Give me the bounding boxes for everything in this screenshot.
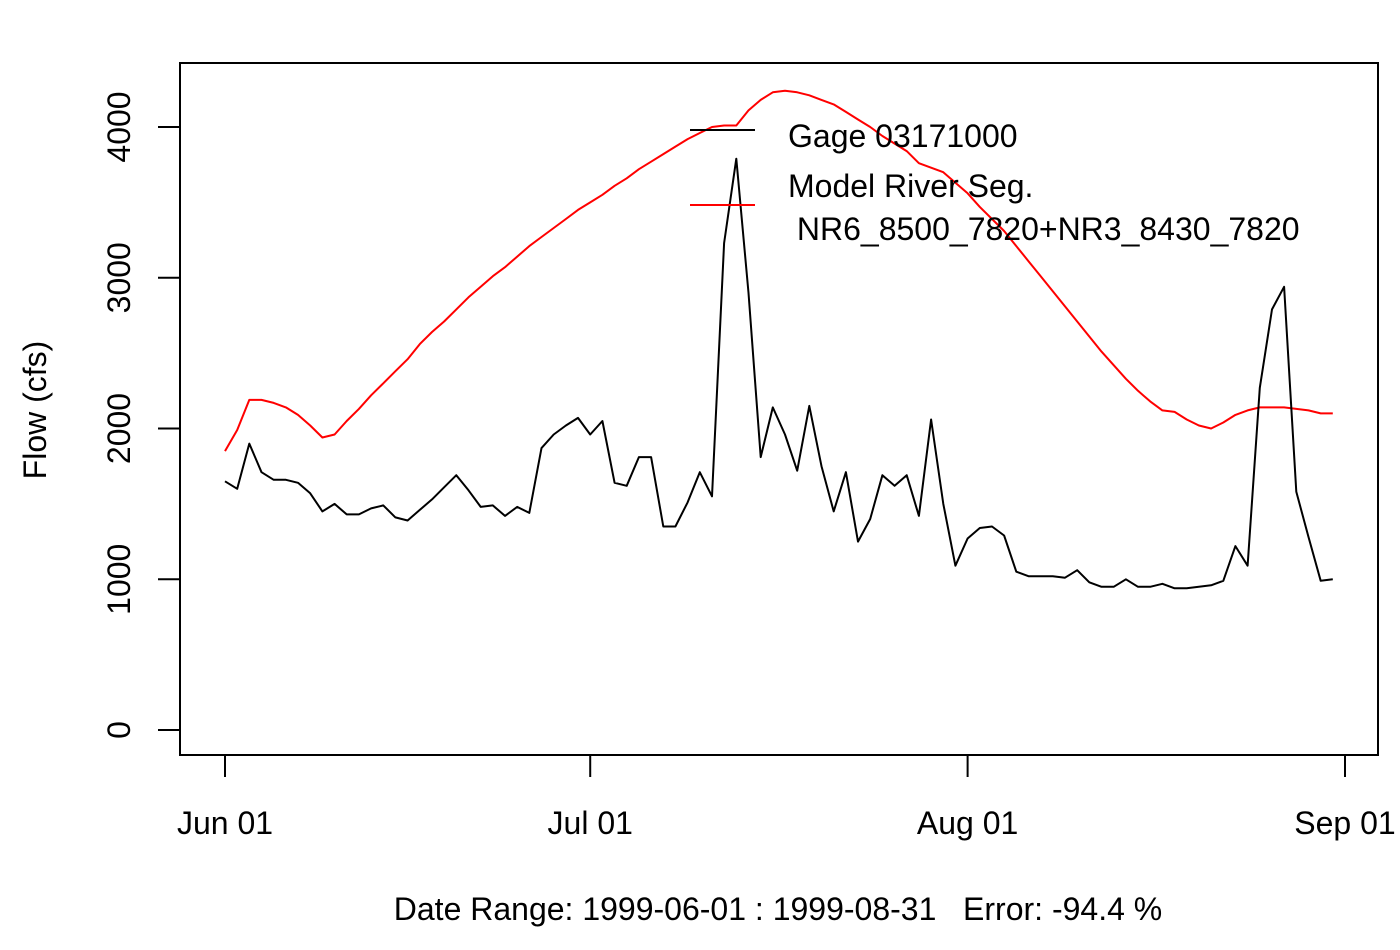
x-tick-label: Jul 01 [548, 805, 633, 841]
legend: Gage 03171000 Model River Seg. NR6_8500_… [690, 118, 1300, 247]
series-layer [224, 89, 1333, 590]
series-line-model [224, 89, 1333, 452]
y-tick-label: 4000 [101, 91, 137, 162]
y-tick-label: 2000 [101, 393, 137, 464]
y-axis-title: Flow (cfs) [17, 341, 53, 480]
x-axis-title: Date Range: 1999-06-01 : 1999-08-31 Erro… [394, 891, 1162, 927]
y-tick-label: 3000 [101, 242, 137, 313]
x-tick-label: Sep 01 [1294, 805, 1395, 841]
legend-label-gage: Gage 03171000 [788, 118, 1018, 154]
legend-label-model: Model River Seg. [788, 168, 1033, 204]
y-tick-label: 0 [101, 721, 137, 739]
legend-label-model-line2: NR6_8500_7820+NR3_8430_7820 [788, 211, 1300, 247]
x-tick-label: Jun 01 [177, 805, 273, 841]
x-tick-label: Aug 01 [917, 805, 1018, 841]
series-line-gage [224, 157, 1333, 590]
y-axis: 0 1000 2000 3000 4000 [101, 91, 181, 739]
x-axis: Jun 01 Jul 01 Aug 01 Sep 01 [177, 754, 1396, 841]
y-tick-label: 1000 [101, 544, 137, 615]
